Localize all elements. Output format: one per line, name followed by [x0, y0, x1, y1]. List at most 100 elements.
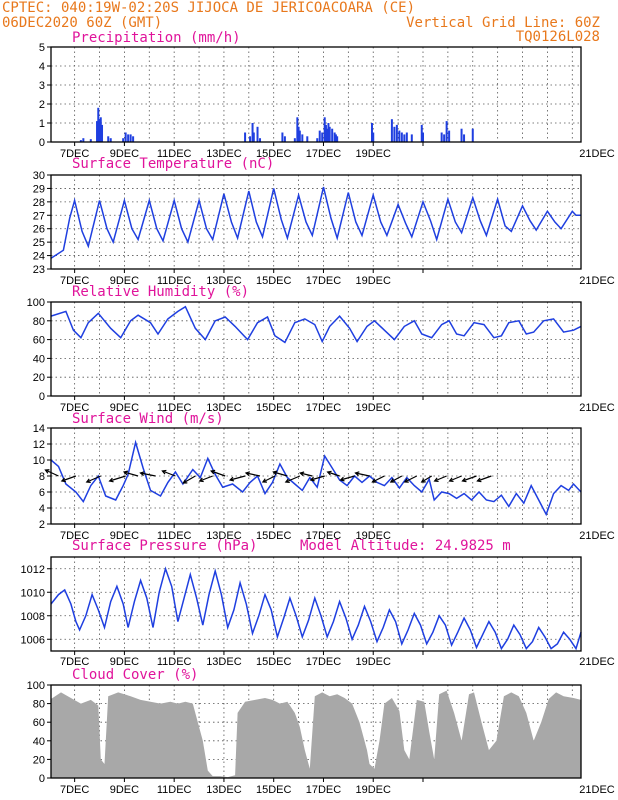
temperature-y-tick-label: 28: [33, 197, 45, 209]
precip-bar: [440, 132, 443, 142]
temperature-y-tick-label: 24: [33, 251, 45, 263]
precip-bar: [98, 119, 101, 142]
pressure-frame: [50, 556, 582, 652]
wind-y-tick-label: 8: [39, 471, 45, 483]
wind-x-tick-label: 15DEC: [256, 530, 292, 542]
temperature-x-tick-label: 21DEC: [579, 275, 615, 287]
pressure-x-tick-label: 21DEC: [579, 656, 615, 668]
precip-bar: [252, 132, 255, 142]
precip-bar: [306, 136, 309, 142]
cloud-x-tick-label: 9DEC: [110, 784, 139, 796]
humidity-y-tick-label: 40: [33, 353, 45, 365]
wind-arrow: [389, 475, 403, 483]
precip-bar: [331, 128, 334, 142]
wind-y-tick-label: 2: [39, 519, 45, 531]
precip-bar: [244, 132, 247, 142]
precip-bar: [398, 130, 401, 142]
cloud-x-tick-label: 15DEC: [256, 784, 292, 796]
precip-bar: [393, 126, 396, 142]
temperature-x-tick-label: 13DEC: [206, 275, 242, 287]
precip-bar: [132, 136, 135, 142]
cloud-cover-area: [51, 690, 581, 778]
temperature-x-tick-label: 19DEC: [355, 275, 391, 287]
wind-arrow: [122, 470, 139, 477]
wind-arrow: [299, 471, 313, 477]
precip-y-tick-label: 3: [39, 80, 45, 92]
wind-grid: [51, 427, 581, 525]
pressure-x-tick-label: 17DEC: [306, 656, 342, 668]
precip-bar: [101, 124, 104, 142]
cloud-x-tick-label: 11DEC: [157, 784, 192, 796]
precip-y-tick-label: 0: [39, 137, 45, 149]
wind-arrow: [209, 469, 226, 477]
humidity-x-tick-label: 11DEC: [157, 402, 192, 414]
temperature-x-tick-label: 9DEC: [110, 275, 139, 287]
wind-y-tick-label: 14: [33, 423, 45, 435]
wind-arrow: [198, 475, 213, 483]
wind-arrow: [339, 475, 355, 482]
wind-title: Surface Wind (m/s): [72, 411, 224, 427]
cloud-y-tick-label: 80: [33, 699, 45, 711]
wind-arrow: [139, 471, 156, 477]
precip-bar: [89, 139, 92, 142]
precip-bar: [324, 124, 327, 142]
cloud-y-tick-label: 40: [33, 736, 45, 748]
precip-bar: [334, 134, 337, 142]
wind-arrow: [161, 469, 176, 477]
pressure-x-tick-label: 11DEC: [157, 656, 192, 668]
temperature-y-tick-label: 29: [33, 183, 45, 195]
precip-bar: [298, 130, 301, 142]
wind-arrow: [433, 475, 447, 483]
precip-bar: [251, 123, 254, 142]
cloud-x-tick-label: 7DEC: [60, 784, 89, 796]
wind-arrow: [448, 475, 462, 483]
cloud-x-tick-label: 19DEC: [355, 784, 391, 796]
wind-arrow: [326, 470, 340, 477]
precip-bar: [326, 128, 329, 142]
temperature-title: Surface Temperature (nC): [72, 156, 274, 172]
precip-bar: [445, 121, 448, 142]
header-grid-note: Vertical Grid Line: 60Z: [406, 15, 600, 31]
precip-bar: [249, 136, 252, 142]
cloud-x-tick-label: 17DEC: [306, 784, 342, 796]
wind-arrow: [44, 469, 59, 477]
humidity-y-tick-label: 100: [27, 297, 45, 309]
precip-bar: [124, 132, 127, 142]
cloud-y-tick-label: 20: [33, 754, 45, 766]
temperature-y-tick-label: 26: [33, 224, 45, 236]
precip-bar: [471, 128, 474, 142]
precip-bar: [96, 121, 99, 142]
humidity-grid: [51, 301, 581, 397]
precip-x-tick-label: 7DEC: [60, 148, 89, 160]
temperature-y-tick-label: 27: [33, 210, 45, 222]
precip-x-tick-label: 13DEC: [206, 148, 242, 160]
humidity-x-tick-label: 9DEC: [110, 402, 139, 414]
humidity-x-tick-label: 19DEC: [355, 402, 391, 414]
humidity-frame: [50, 301, 582, 397]
cloud-x-tick-label: 21DEC: [579, 784, 615, 796]
precip-bar: [400, 132, 403, 142]
pressure-annotation: Model Altitude: 24.9825 m: [300, 538, 511, 554]
wind-arrow: [261, 475, 276, 483]
wind-arrow: [182, 475, 196, 484]
precip-bar: [370, 123, 373, 142]
precip-bar: [296, 117, 299, 142]
precip-bar: [448, 130, 451, 142]
pressure-y-tick-label: 1006: [21, 634, 45, 646]
humidity-x-tick-label: 21DEC: [579, 402, 615, 414]
pressure-panel: Surface Pressure (hPa) Model Altitude: 24…: [21, 538, 615, 668]
precip-bar: [99, 117, 102, 142]
precip-y-tick-label: 2: [39, 99, 45, 111]
precip-bar: [127, 134, 130, 142]
cloud-panel: Cloud Cover (%) 0 20 40 60 80 100 7DEC 9DEC 11DEC…: [27, 667, 615, 796]
precip-bar: [256, 126, 259, 142]
precip-bar: [421, 132, 424, 142]
humidity-y-tick-label: 60: [33, 335, 45, 347]
cloud-y-tick-label: 0: [39, 773, 45, 785]
wind-arrow: [244, 471, 261, 477]
temperature-y-tick-label: 25: [33, 237, 45, 249]
precip-bar: [410, 134, 413, 142]
humidity-x-tick-label: 15DEC: [256, 402, 292, 414]
precip-y-tick-label: 5: [39, 42, 45, 54]
